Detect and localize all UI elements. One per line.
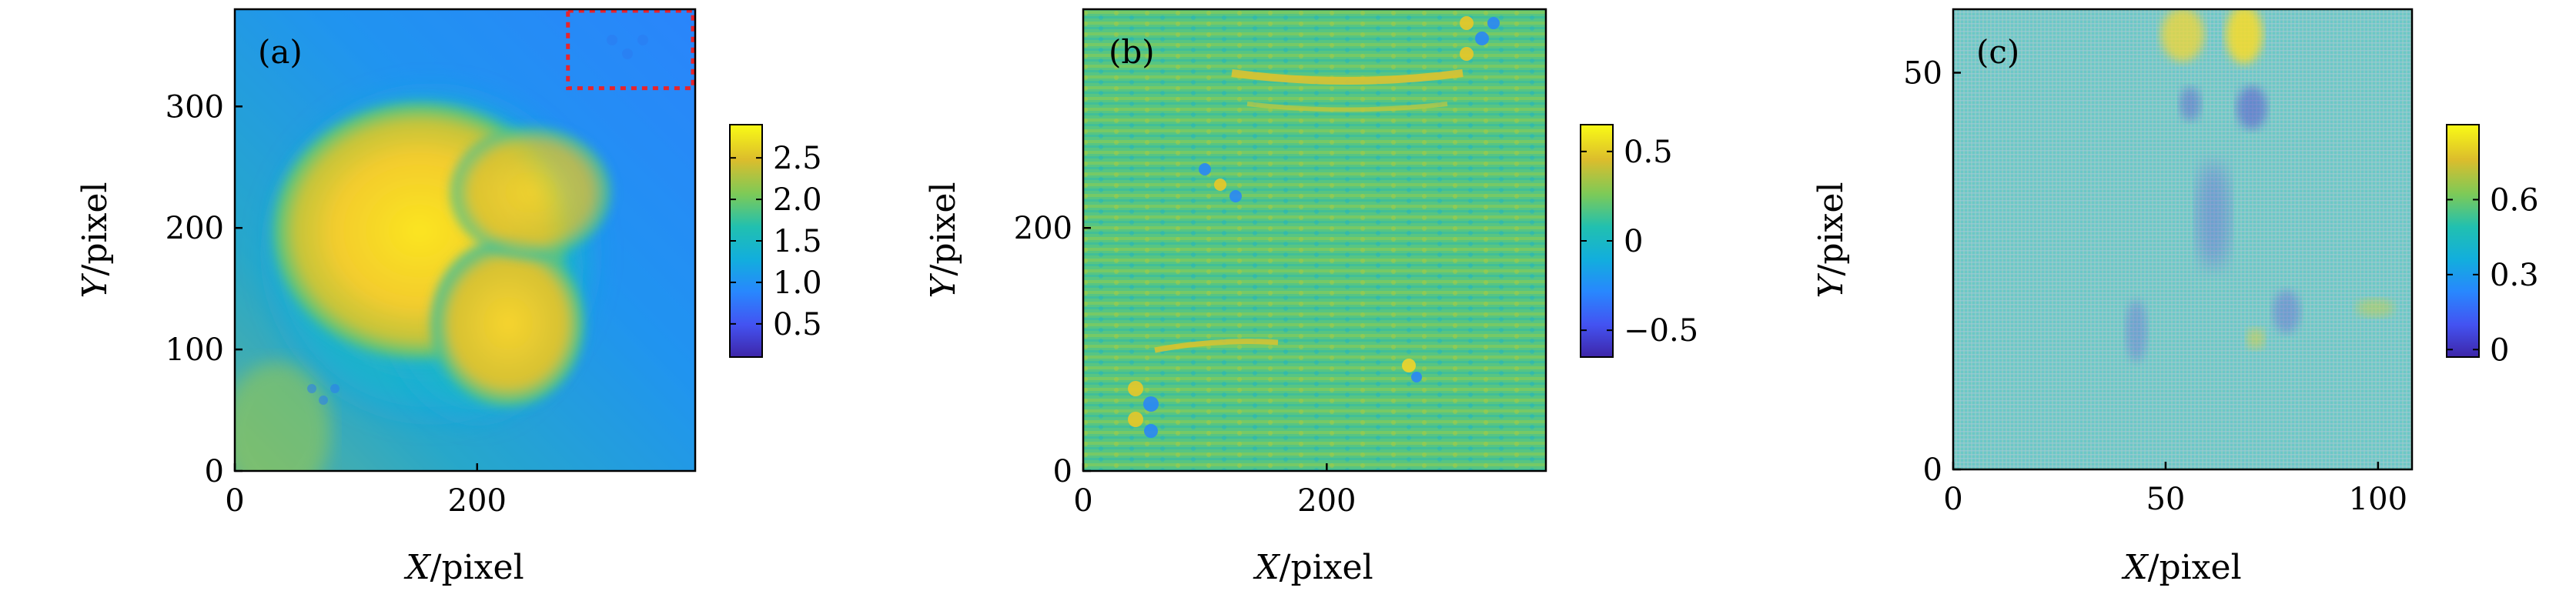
colorbar-tick-label-a-4: 2.5 (773, 141, 822, 176)
highlight-box-a (566, 8, 695, 91)
heatmap-a-image (235, 9, 695, 471)
panel-label-c: (c) (1976, 33, 2019, 71)
y-tick-label-b-1: 200 (1014, 211, 1072, 246)
colorbar-tick-label-c-1: 0.3 (2490, 258, 2539, 293)
axes-frame-b (1082, 8, 1547, 472)
x-axis-label-b: X/pixel (1253, 548, 1373, 587)
colorbar-tick-label-c-2: 0.6 (2490, 182, 2539, 218)
x-axis-label-c: X/pixel (2121, 548, 2241, 587)
y-axis-label-c: Y/pixel (1812, 182, 1851, 298)
panel-label-b: (b) (1109, 33, 1155, 71)
colorbar-tick-label-b-0: −0.5 (1624, 313, 1698, 349)
colorbar-tick-label-a-3: 2.0 (773, 182, 822, 218)
x-tick-label-c-2: 100 (2349, 482, 2407, 517)
y-tick-label-a-1: 100 (166, 332, 224, 368)
x-tick-label-c-0: 0 (1943, 482, 1962, 517)
colorbar-tick-label-a-0: 0.5 (773, 307, 822, 342)
panel-a: 0 200 0 100 200 300 (a) X/pixel Y/pixel 0.5 1.… (75, 8, 822, 587)
y-axis-label-a: Y/pixel (75, 182, 115, 298)
x-tick-label-b-1: 200 (1297, 483, 1356, 519)
ticks-b: 0 200 0 200 (1014, 211, 1357, 519)
x-tick-label-c-1: 50 (2146, 482, 2185, 517)
panel-b: 0 200 0 200 (b) X/pixel Y/pixel −0.5 0 0.5 (924, 8, 1698, 587)
colorbar-ticks-c: 0 0.3 0.6 (2447, 182, 2539, 368)
heatmap-c-image (1953, 9, 2412, 469)
heatmap-b-image (1083, 9, 1546, 471)
colorbar-tick-label-c-0: 0 (2490, 332, 2509, 368)
y-tick-label-a-3: 300 (166, 89, 224, 125)
panel-label-a: (a) (258, 33, 303, 71)
y-tick-label-c-1: 50 (1903, 55, 1942, 91)
colorbar-tick-label-a-1: 1.0 (773, 265, 822, 301)
axes-frame-a (233, 8, 697, 472)
y-tick-label-a-0: 0 (205, 454, 224, 489)
ticks-a: 0 200 0 100 200 300 (166, 89, 507, 519)
colorbar-ticks-a: 0.5 1.0 1.5 2.0 2.5 (730, 141, 822, 342)
colorbar-ticks-b: −0.5 0 0.5 (1581, 135, 1698, 349)
colorbar-tick-label-b-1: 0 (1624, 224, 1643, 259)
y-tick-label-c-0: 0 (1923, 452, 1942, 488)
x-tick-label-b-0: 0 (1073, 483, 1092, 519)
y-tick-label-a-2: 200 (166, 211, 224, 246)
panel-c: 0 50 100 0 50 (c) X/pixel Y/pixel 0 0.3 0.6 (1812, 8, 2539, 587)
colorbar-c (2446, 124, 2480, 358)
colorbar-tick-label-a-2: 1.5 (773, 224, 822, 259)
y-axis-label-b: Y/pixel (924, 182, 963, 298)
ticks-c: 0 50 100 0 50 (1903, 55, 2407, 517)
y-tick-label-b-0: 0 (1053, 454, 1072, 489)
x-tick-label-a-0: 0 (225, 483, 244, 519)
x-axis-label-a: X/pixel (403, 548, 524, 587)
colorbar-tick-label-b-2: 0.5 (1624, 135, 1673, 170)
axes-frame-c (1952, 8, 2414, 471)
x-tick-label-a-1: 200 (448, 483, 507, 519)
